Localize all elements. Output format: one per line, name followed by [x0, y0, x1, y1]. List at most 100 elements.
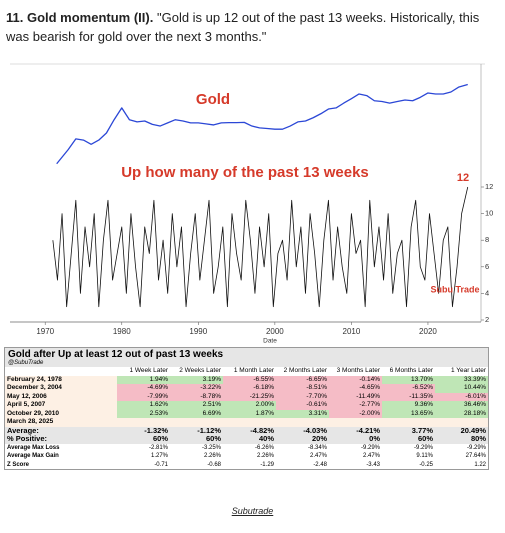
- row-label: % Positive:: [5, 435, 117, 444]
- value-cell: 3.77%: [382, 426, 435, 435]
- value-cell: 20%: [276, 435, 329, 444]
- footer-link[interactable]: Subutrade: [231, 506, 274, 516]
- annotation: 12: [457, 172, 469, 184]
- value-cell: 2.51%: [170, 401, 223, 410]
- table-title: Gold after Up at least 12 out of past 13…: [5, 348, 488, 360]
- table-row: February 24, 1978 1.94% 3.19% -6.55% -6.65% -…: [5, 375, 488, 384]
- column-header: 3 Months Later: [329, 367, 382, 376]
- column-header: 2 Weeks Later: [170, 367, 223, 376]
- value-cell: -8.78%: [170, 392, 223, 401]
- y2-tick-label: 12: [485, 182, 493, 191]
- value-cell: -3.43: [329, 460, 382, 469]
- y2-tick-label: 8: [485, 235, 489, 244]
- table-row: Average Max Loss -2.81% -3.25% -6.26% -8.34%…: [5, 443, 488, 452]
- value-cell: -0.71: [117, 460, 170, 469]
- x-tick-label: 2020: [419, 327, 437, 336]
- empty-cell: [435, 418, 488, 427]
- value-cell: 2.26%: [170, 452, 223, 461]
- value-cell: -7.99%: [117, 392, 170, 401]
- value-cell: -8.34%: [276, 443, 329, 452]
- value-cell: 36.46%: [435, 401, 488, 410]
- row-label: April 5, 2007: [7, 401, 46, 408]
- gold-line: [56, 83, 468, 165]
- y2-tick-label: 10: [485, 209, 493, 218]
- row-label: Average Max Loss: [5, 443, 117, 452]
- table-row: % Positive: 60% 60% 40% 20% 0% 60% 80%: [5, 435, 488, 444]
- value-cell: -6.65%: [276, 375, 329, 384]
- value-cell: 33.39%: [435, 375, 488, 384]
- table-row: April 5, 2007 1.62% 2.51% 2.00% -0.61% -2.77%…: [5, 401, 488, 410]
- value-cell: -3.22%: [170, 384, 223, 393]
- value-cell: 2.47%: [276, 452, 329, 461]
- heading-text: "Gold is up 12 out of the past 13 weeks.…: [6, 10, 480, 44]
- empty-cell: [329, 418, 382, 427]
- empty-cell: [223, 418, 276, 427]
- empty-cell: [276, 418, 329, 427]
- annotation: Up how many of the past 13 weeks: [121, 164, 369, 181]
- empty-cell: [170, 418, 223, 427]
- value-cell: -1.29: [223, 460, 276, 469]
- value-cell: -9.29%: [329, 443, 382, 452]
- value-cell: -4.69%: [117, 384, 170, 393]
- value-cell: -1.12%: [170, 426, 223, 435]
- value-cell: -2.00%: [329, 409, 382, 418]
- x-axis-label: Date: [263, 338, 277, 345]
- value-cell: -0.25: [382, 460, 435, 469]
- row-label: Z Score: [5, 460, 117, 469]
- value-cell: 20.49%: [435, 426, 488, 435]
- table-source: @SubuTrade: [5, 360, 488, 367]
- value-cell: 2.26%: [223, 452, 276, 461]
- value-cell: 1.22: [435, 460, 488, 469]
- value-cell: -6.55%: [223, 375, 276, 384]
- value-cell: -4.65%: [329, 384, 382, 393]
- value-cell: 13.65%: [382, 409, 435, 418]
- annotation: Gold: [196, 91, 230, 108]
- value-cell: 60%: [170, 435, 223, 444]
- heading-bold: 11. Gold momentum (II).: [6, 10, 154, 25]
- column-header: 1 Week Later: [117, 367, 170, 376]
- y2-tick-label: 2: [485, 315, 489, 324]
- row-label: October 29, 2010: [7, 409, 60, 417]
- value-cell: 10.44%: [435, 384, 488, 393]
- value-cell: 9.11%: [382, 452, 435, 461]
- heading: 11. Gold momentum (II). "Gold is up 12 o…: [6, 8, 491, 46]
- value-cell: 2.00%: [223, 401, 276, 410]
- value-cell: 60%: [382, 435, 435, 444]
- annotation: Subu Trade: [430, 284, 479, 294]
- column-header: 2 Months Later: [276, 367, 329, 376]
- x-tick-label: 1980: [113, 327, 131, 336]
- value-cell: -2.77%: [329, 401, 382, 410]
- empty-cell: [382, 418, 435, 427]
- value-cell: -6.26%: [223, 443, 276, 452]
- count-line: [52, 186, 469, 308]
- value-cell: 80%: [435, 435, 488, 444]
- table-row: October 29, 2010 2.53% 6.69% 1.87% 3.31% -2.0…: [5, 409, 488, 418]
- value-cell: -4.03%: [276, 426, 329, 435]
- value-cell: 40%: [223, 435, 276, 444]
- x-tick-label: 2010: [343, 327, 361, 336]
- value-cell: 1.27%: [117, 452, 170, 461]
- x-tick-label: 1970: [36, 327, 54, 336]
- value-cell: 1.94%: [117, 375, 170, 384]
- value-cell: 2.53%: [117, 409, 170, 418]
- table-row: Average Max Gain 1.27% 2.26% 2.26% 2.47% 2.47…: [5, 452, 488, 461]
- value-cell: -0.61%: [276, 401, 329, 410]
- empty-cell: [117, 418, 170, 427]
- value-cell: -4.82%: [223, 426, 276, 435]
- value-cell: 1.62%: [117, 401, 170, 410]
- table-row: December 3, 2004 -4.69% -3.22% -6.18% -8.51%…: [5, 384, 488, 393]
- value-cell: 27.64%: [435, 452, 488, 461]
- value-cell: -6.18%: [223, 384, 276, 393]
- value-cell: 3.19%: [170, 375, 223, 384]
- value-cell: -9.29%: [382, 443, 435, 452]
- value-cell: 1.87%: [223, 409, 276, 418]
- row-label: Average Max Gain: [5, 452, 117, 461]
- value-cell: -11.49%: [329, 392, 382, 401]
- value-cell: -1.32%: [117, 426, 170, 435]
- row-label: March 28, 2025: [7, 418, 54, 425]
- value-cell: -3.25%: [170, 443, 223, 452]
- results-table: Gold after Up at least 12 out of past 13…: [4, 347, 489, 470]
- table-row: March 28, 2025: [5, 418, 488, 427]
- table-row: May 12, 2006 -7.99% -8.78% -21.25% -7.70% -11…: [5, 392, 488, 401]
- value-cell: 9.36%: [382, 401, 435, 410]
